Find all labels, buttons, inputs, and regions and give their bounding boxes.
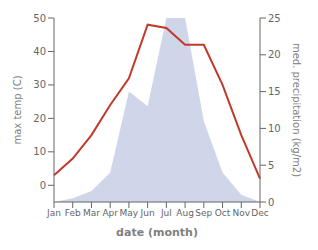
svg-text:40: 40 [33, 46, 46, 57]
svg-text:max temp (C): max temp (C) [12, 75, 23, 144]
svg-text:10: 10 [268, 123, 281, 134]
svg-text:Feb: Feb [65, 208, 81, 218]
svg-text:med. precipitation (kg/m2): med. precipitation (kg/m2) [291, 43, 302, 177]
svg-text:15: 15 [268, 86, 281, 97]
svg-text:Dec: Dec [251, 208, 268, 218]
svg-text:20: 20 [268, 49, 281, 60]
svg-text:5: 5 [268, 160, 274, 171]
svg-text:Jun: Jun [140, 208, 155, 218]
svg-text:20: 20 [33, 113, 46, 124]
svg-text:30: 30 [33, 79, 46, 90]
svg-text:Nov: Nov [232, 208, 250, 218]
svg-text:25: 25 [268, 13, 281, 24]
svg-text:0: 0 [40, 180, 46, 191]
svg-text:Apr: Apr [102, 208, 118, 218]
svg-text:50: 50 [33, 13, 46, 24]
svg-text:Oct: Oct [215, 208, 231, 218]
svg-text:Jul: Jul [160, 208, 172, 218]
svg-text:Mar: Mar [83, 208, 100, 218]
svg-text:Aug: Aug [176, 208, 194, 218]
svg-text:Sep: Sep [195, 208, 212, 218]
svg-text:10: 10 [33, 146, 46, 157]
svg-text:May: May [120, 208, 139, 218]
svg-text:Jan: Jan [46, 208, 61, 218]
svg-text:date (month): date (month) [116, 226, 198, 239]
svg-text:0: 0 [268, 197, 274, 208]
